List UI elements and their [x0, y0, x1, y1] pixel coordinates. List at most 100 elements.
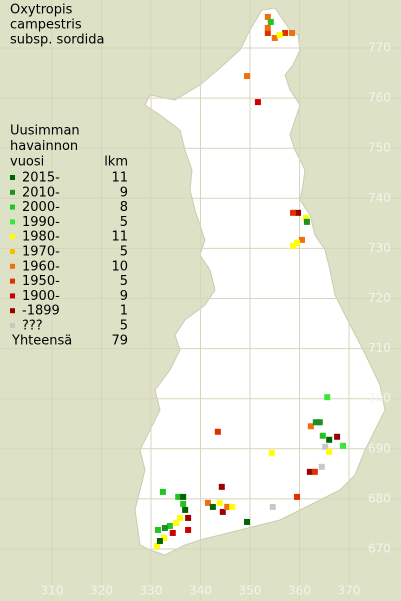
observation-square — [185, 526, 192, 533]
observation-square — [312, 419, 319, 426]
observation-square — [298, 236, 305, 243]
observation-square — [340, 442, 347, 449]
total-count: 79 — [111, 333, 128, 348]
legend-count: 9 — [120, 289, 128, 304]
observation-square — [254, 99, 261, 106]
legend-label: -1899 — [22, 304, 60, 319]
legend-label: 1960- — [22, 259, 60, 274]
observation-square — [294, 493, 301, 500]
observation-square — [295, 209, 302, 216]
observation-square — [214, 428, 221, 435]
observation-square — [306, 468, 313, 475]
observation-square — [161, 524, 168, 531]
legend-label: 1980- — [22, 230, 60, 245]
observation-square — [316, 419, 323, 426]
y-label: 750 — [368, 141, 391, 155]
legend-count: 1 — [120, 304, 128, 319]
legend-count: 9 — [120, 185, 128, 200]
observation-square — [289, 29, 296, 36]
observation-square — [185, 514, 192, 521]
observation-square — [290, 209, 297, 216]
observation-square — [290, 242, 297, 249]
observation-square — [267, 18, 274, 25]
legend-label: 1990- — [22, 215, 60, 230]
country-outline — [134, 7, 386, 556]
legend-swatch — [10, 234, 15, 240]
observation-square — [154, 526, 161, 533]
legend-count: 5 — [120, 215, 128, 230]
observation-square — [244, 73, 251, 80]
observation-square — [307, 423, 314, 430]
observation-square — [294, 239, 301, 246]
legend-swatch — [10, 219, 15, 225]
legend-count: 5 — [120, 245, 128, 260]
observation-square — [156, 537, 163, 544]
legend-swatch — [10, 204, 15, 210]
observation-square — [269, 503, 276, 510]
observation-square — [159, 488, 166, 495]
title: campestris — [10, 18, 82, 33]
observation-square — [326, 436, 333, 443]
y-label: 680 — [368, 491, 391, 505]
observation-square — [244, 518, 251, 525]
y-label: 730 — [368, 241, 391, 255]
legend-count: 11 — [111, 230, 128, 245]
legend-label: 1900- — [22, 289, 60, 304]
legend-label: 2010- — [22, 185, 60, 200]
legend-header: vuosi — [10, 155, 44, 170]
x-label: 320 — [90, 584, 113, 598]
observation-square — [216, 499, 223, 506]
observation-square — [169, 529, 176, 536]
y-label: 770 — [368, 41, 391, 55]
observation-square — [229, 503, 236, 510]
observations — [153, 13, 347, 549]
observation-square — [282, 29, 289, 36]
observation-square — [264, 13, 271, 20]
x-label: 340 — [189, 584, 212, 598]
observation-square — [224, 503, 231, 510]
observation-square — [209, 503, 216, 510]
legend-count: 10 — [111, 259, 128, 274]
observation-square — [276, 31, 283, 38]
legend-count: 5 — [120, 274, 128, 289]
x-label: 370 — [338, 584, 361, 598]
x-label: 360 — [288, 584, 311, 598]
x-label: 330 — [140, 584, 163, 598]
legend-swatch — [10, 189, 15, 195]
x-label: 350 — [239, 584, 262, 598]
legend-count: 5 — [120, 319, 128, 334]
legend-label: 2000- — [22, 200, 60, 215]
observation-square — [326, 448, 333, 455]
title: subsp. sordida — [10, 33, 104, 48]
x-label: 310 — [41, 584, 64, 598]
legend-count: 11 — [111, 171, 128, 186]
y-label: 670 — [368, 542, 391, 556]
legend-swatch — [10, 175, 15, 180]
observation-square — [271, 34, 278, 41]
observation-square — [218, 483, 225, 490]
observation-square — [180, 493, 187, 500]
legend-swatch — [10, 278, 15, 284]
y-label: 760 — [368, 91, 391, 105]
observation-square — [302, 214, 309, 221]
legend-header: havainnon — [10, 139, 78, 154]
observation-square — [175, 493, 182, 500]
observation-square — [182, 506, 189, 513]
observation-square — [166, 522, 173, 529]
total-label: Yhteensä — [11, 333, 72, 348]
observation-square — [324, 394, 331, 401]
y-label: 740 — [368, 191, 391, 205]
observation-square — [204, 499, 211, 506]
observation-square — [322, 443, 329, 450]
legend-label: 1970- — [22, 245, 60, 260]
observation-square — [264, 24, 271, 31]
legend-label: ??? — [22, 319, 43, 334]
legend-label: 1950- — [22, 274, 60, 289]
observation-square — [177, 514, 184, 521]
observation-square — [303, 218, 310, 225]
legend-swatch — [10, 293, 15, 299]
legend-label: 2015- — [22, 171, 60, 186]
observation-square — [268, 449, 275, 456]
